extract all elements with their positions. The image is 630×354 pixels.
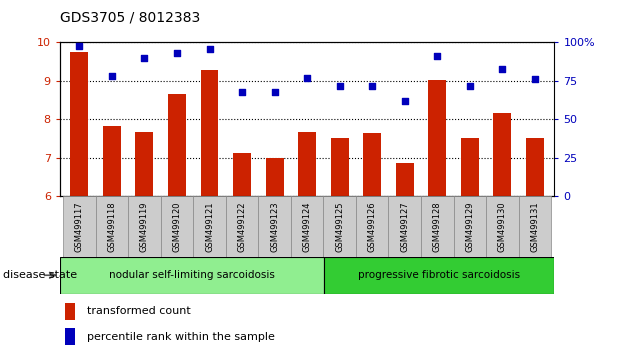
Text: GSM499126: GSM499126: [368, 201, 377, 252]
Bar: [103, 126, 121, 196]
Bar: [135, 132, 153, 196]
Bar: [396, 162, 414, 196]
Point: [107, 74, 117, 79]
Point: [139, 55, 149, 61]
Text: GSM499125: GSM499125: [335, 201, 344, 252]
Text: GSM499122: GSM499122: [238, 201, 246, 252]
Bar: [486, 196, 518, 257]
Bar: [331, 138, 348, 196]
Text: progressive fibrotic sarcoidosis: progressive fibrotic sarcoidosis: [358, 270, 520, 280]
Bar: [65, 303, 75, 320]
Bar: [518, 196, 551, 257]
Text: nodular self-limiting sarcoidosis: nodular self-limiting sarcoidosis: [109, 270, 275, 280]
Bar: [291, 196, 323, 257]
Text: GSM499121: GSM499121: [205, 201, 214, 252]
Point: [302, 75, 312, 81]
Text: GSM499127: GSM499127: [400, 201, 410, 252]
Bar: [60, 257, 324, 294]
Point: [270, 89, 280, 95]
Text: GSM499128: GSM499128: [433, 201, 442, 252]
Point: [465, 83, 475, 88]
Point: [432, 53, 442, 59]
Bar: [258, 196, 291, 257]
Point: [530, 76, 540, 82]
Bar: [226, 196, 258, 257]
Point: [399, 98, 410, 104]
Bar: [421, 196, 454, 257]
Text: percentile rank within the sample: percentile rank within the sample: [87, 332, 275, 342]
Text: GSM499131: GSM499131: [530, 201, 539, 252]
Point: [172, 50, 182, 56]
Text: GSM499119: GSM499119: [140, 201, 149, 252]
Text: disease state: disease state: [3, 270, 77, 280]
Text: GDS3705 / 8012383: GDS3705 / 8012383: [60, 11, 200, 25]
Bar: [364, 133, 381, 196]
Bar: [526, 138, 544, 196]
Point: [74, 43, 84, 48]
Bar: [324, 257, 554, 294]
Point: [497, 66, 507, 72]
Bar: [233, 153, 251, 196]
Bar: [193, 196, 226, 257]
Bar: [71, 52, 88, 196]
Bar: [356, 196, 389, 257]
Bar: [266, 158, 284, 196]
Point: [367, 83, 377, 88]
Bar: [461, 138, 479, 196]
Bar: [428, 80, 446, 196]
Point: [335, 83, 345, 88]
Bar: [389, 196, 421, 257]
Text: GSM499124: GSM499124: [302, 201, 312, 252]
Point: [237, 89, 247, 95]
Bar: [161, 196, 193, 257]
Point: [205, 46, 215, 51]
Bar: [65, 328, 75, 345]
Bar: [128, 196, 161, 257]
Bar: [168, 95, 186, 196]
Bar: [96, 196, 128, 257]
Text: GSM499117: GSM499117: [75, 201, 84, 252]
Text: GSM499129: GSM499129: [466, 201, 474, 252]
Bar: [63, 196, 96, 257]
Text: GSM499123: GSM499123: [270, 201, 279, 252]
Bar: [298, 132, 316, 196]
Bar: [200, 70, 219, 196]
Text: GSM499130: GSM499130: [498, 201, 507, 252]
Text: GSM499118: GSM499118: [107, 201, 117, 252]
Text: transformed count: transformed count: [87, 306, 191, 316]
Bar: [493, 113, 512, 196]
Text: GSM499120: GSM499120: [173, 201, 181, 252]
Bar: [323, 196, 356, 257]
Bar: [454, 196, 486, 257]
